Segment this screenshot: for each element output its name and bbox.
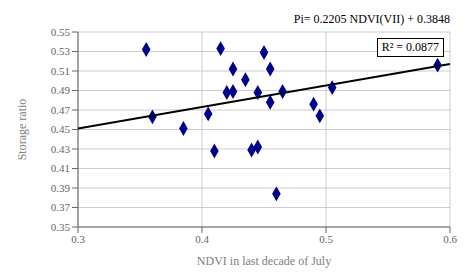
svg-text:0.51: 0.51: [51, 65, 70, 77]
svg-text:0.55: 0.55: [51, 26, 71, 38]
svg-text:0.35: 0.35: [51, 221, 71, 233]
svg-text:0.6: 0.6: [443, 233, 457, 245]
svg-text:0.3: 0.3: [71, 233, 85, 245]
html-text:R² = 0.0877: R² = 0.0877: [381, 40, 439, 54]
svg-text:0.5: 0.5: [319, 233, 333, 245]
svg-text:0.4: 0.4: [195, 233, 209, 245]
svg-text:0.47: 0.47: [51, 104, 71, 116]
html-text:Pi= 0.2205 NDVI(VII) + 0.3848: Pi= 0.2205 NDVI(VII) + 0.3848: [293, 12, 450, 26]
svg-text:0.39: 0.39: [51, 182, 71, 194]
svg-text:NDVI in last decade of July: NDVI in last decade of July: [197, 254, 331, 268]
svg-text:0.53: 0.53: [51, 45, 71, 57]
svg-text:0.37: 0.37: [51, 201, 71, 213]
svg-text:0.43: 0.43: [51, 143, 71, 155]
svg-text:0.49: 0.49: [51, 84, 71, 96]
svg-text:0.45: 0.45: [51, 123, 71, 135]
svg-text:0.41: 0.41: [51, 162, 70, 174]
svg-text:Storage ratio: Storage ratio: [15, 99, 29, 161]
